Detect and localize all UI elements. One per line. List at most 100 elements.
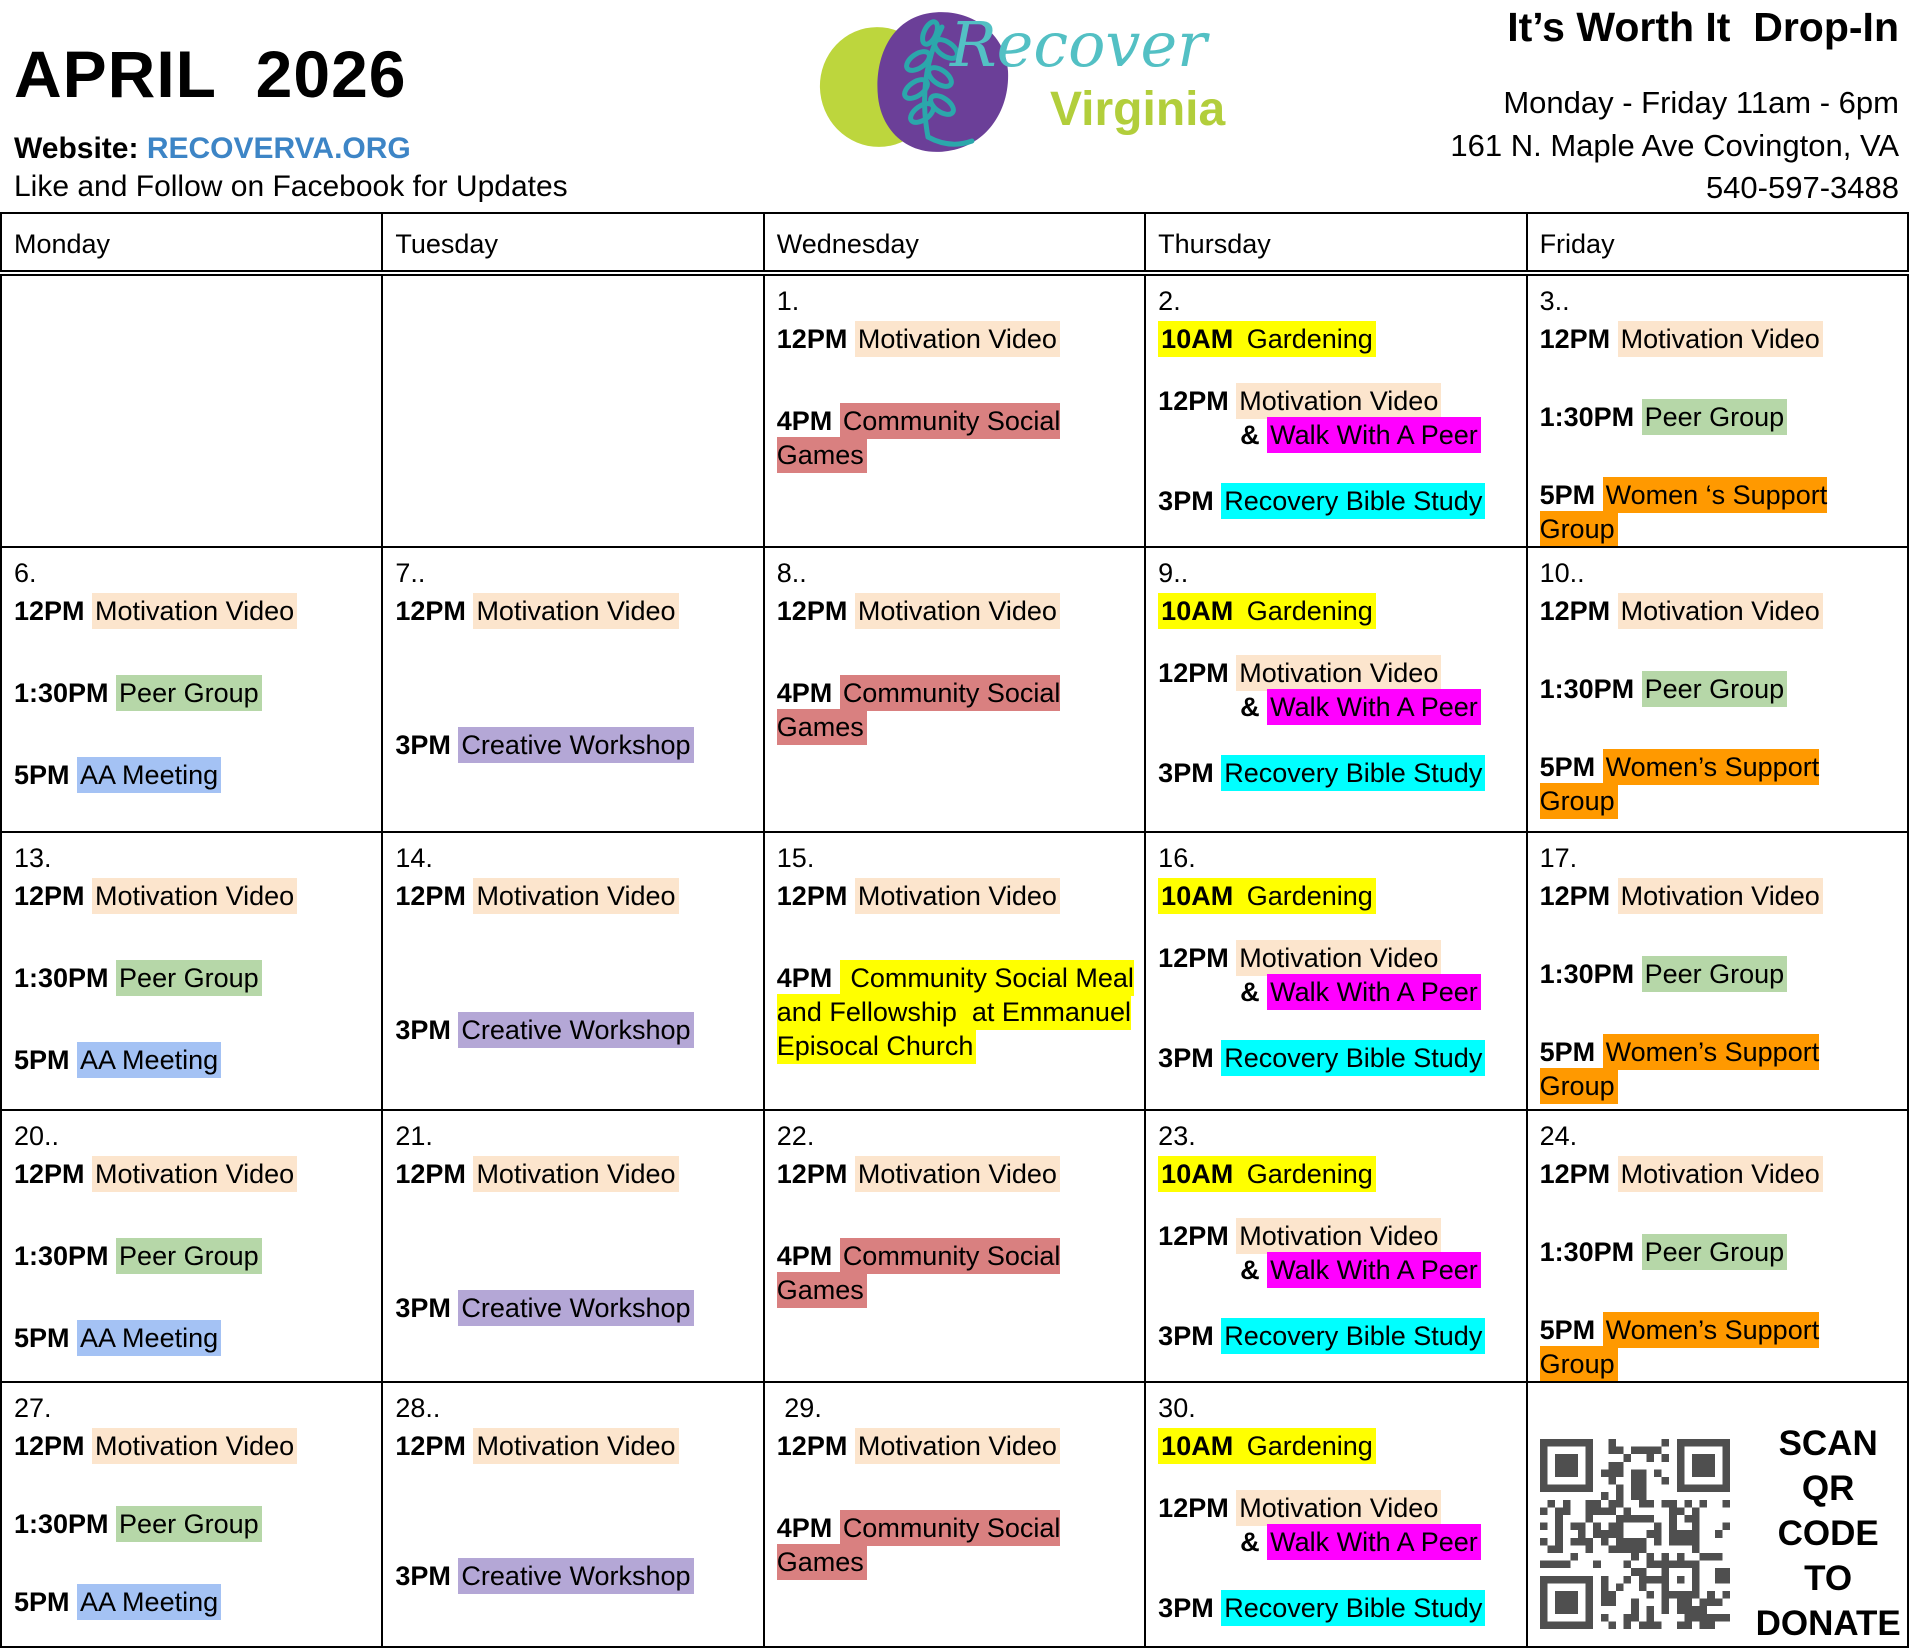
day-number: 10..	[1539, 558, 1585, 588]
event-time: 4PM	[776, 678, 840, 708]
event-line: 12PM Motivation Video	[395, 1156, 756, 1192]
calendar-event: 3PM Creative Workshop	[395, 1012, 756, 1048]
event-highlight: Motivation Video	[854, 1428, 1060, 1464]
day-header-monday: Monday	[0, 212, 384, 276]
day-number: 7..	[395, 558, 426, 588]
website-link[interactable]: RECOVERVA.ORG	[146, 132, 411, 165]
event-highlight: 10AM	[1158, 593, 1237, 629]
logo-word-virginia: Virginia	[1050, 83, 1226, 136]
event-line: 5PM AA Meeting	[14, 1584, 375, 1620]
calendar-event: 12PM Motivation Video	[1539, 1156, 1901, 1192]
event-line: 5PM AA Meeting	[14, 1042, 375, 1078]
event-highlight: Creative Workshop	[458, 1558, 694, 1594]
day-number: 9..	[1158, 558, 1189, 588]
event-line: 4PM Community Social Games	[776, 1238, 1138, 1308]
event-time: 12PM	[776, 881, 855, 911]
calendar-event: 4PM Community Social Meal and Fellowship…	[776, 960, 1138, 1064]
event-highlight: Peer Group	[116, 675, 262, 711]
month-title: APRIL 2026	[14, 37, 407, 111]
event-line: & Walk With A Peer	[1158, 417, 1519, 453]
day-number: 1.	[776, 286, 800, 316]
event-line: 12PM Motivation Video	[1158, 655, 1519, 691]
event-line: 1:30PM Peer Group	[1540, 1234, 1901, 1270]
week-row: 27. 12PM Motivation Video 1:30PM Peer Grou…	[0, 1381, 1909, 1648]
program-title: It’s Worth It Drop-In	[1507, 4, 1899, 50]
calendar-event: 4PM Community Social Games	[776, 403, 1138, 473]
day-cell: 2. 10AM Gardening 12PM Motivation Video & W…	[1144, 272, 1528, 548]
donate-caption-line: QR	[1801, 1469, 1855, 1508]
event-time: 12PM	[1158, 943, 1237, 973]
event-highlight: Peer Group	[1641, 671, 1788, 707]
event-highlight: Motivation Video	[1236, 1218, 1442, 1254]
event-line: 5PM Women’s Support Group	[1539, 1034, 1901, 1104]
calendar-event: 3PM Recovery Bible Study	[1158, 1040, 1519, 1076]
event-time: 5PM	[1539, 1037, 1603, 1067]
event-time: 12PM	[1158, 1221, 1237, 1251]
event-highlight: Motivation Video	[854, 593, 1060, 629]
event-time: 5PM	[14, 1045, 78, 1075]
event-line: 1:30PM Peer Group	[14, 1238, 375, 1274]
event-time: 4PM	[776, 963, 840, 993]
event-line: 12PM Motivation Video	[1158, 940, 1519, 976]
event-line: 3PM Recovery Bible Study	[1158, 755, 1519, 791]
calendar-event: 12PM Motivation Video & Walk With A Peer	[1158, 655, 1519, 725]
event-time: 12PM	[776, 324, 855, 354]
event-highlight: Motivation Video	[92, 593, 298, 629]
event-highlight: Gardening	[1236, 878, 1376, 914]
event-time: 5PM	[1539, 752, 1603, 782]
event-time: 12PM	[1539, 881, 1618, 911]
event-highlight: Motivation Video	[473, 593, 679, 629]
calendar-event: 12PM Motivation Video	[395, 593, 756, 629]
event-line: 1:30PM Peer Group	[14, 960, 375, 996]
event-time: 12PM	[395, 1431, 474, 1461]
event-line: 12PM Motivation Video	[777, 1428, 1138, 1464]
event-highlight: Motivation Video	[1617, 878, 1823, 914]
recover-virginia-logo: Recover Virginia	[810, 0, 1260, 170]
calendar-event: 1:30PM Peer Group	[1540, 1234, 1901, 1270]
event-time: 12PM	[1539, 324, 1618, 354]
event-time: 5PM	[14, 1323, 78, 1353]
day-number: 13.	[14, 843, 52, 873]
event-time: &	[1240, 420, 1268, 450]
event-line: 5PM AA Meeting	[14, 1320, 375, 1356]
calendar-event: 3PM Recovery Bible Study	[1158, 483, 1519, 519]
event-time: 12PM	[1539, 1159, 1618, 1189]
calendar-event: 10AM Gardening	[1158, 593, 1519, 629]
facebook-note: Like and Follow on Facebook for Updates	[14, 170, 568, 203]
day-number: 21.	[395, 1121, 433, 1151]
event-line: 12PM Motivation Video	[777, 593, 1138, 629]
event-line: 1:30PM Peer Group	[14, 675, 375, 711]
event-time: 4PM	[776, 1241, 840, 1271]
event-time: 3PM	[1158, 1043, 1222, 1073]
calendar-event: 1:30PM Peer Group	[14, 675, 375, 711]
event-line: 10AM Gardening	[1158, 321, 1519, 357]
event-line: 10AM Gardening	[1158, 1428, 1519, 1464]
event-line: & Walk With A Peer	[1158, 1524, 1519, 1560]
week-row: 13. 12PM Motivation Video 1:30PM Peer Grou…	[0, 831, 1909, 1111]
program-address: 161 N. Maple Ave Covington, VA	[1450, 128, 1899, 163]
program-phone: 540-597-3488	[1705, 170, 1899, 205]
event-highlight: AA Meeting	[77, 1042, 222, 1078]
event-time: 12PM	[14, 596, 93, 626]
day-cell: 3.. 12PM Motivation Video 1:30PM Peer Grou…	[1525, 272, 1909, 548]
event-line: 5PM AA Meeting	[14, 757, 375, 793]
event-time: 1:30PM	[14, 963, 117, 993]
donate-caption-line: CODE	[1777, 1514, 1879, 1553]
logo-word-recover: Recover	[950, 8, 1207, 81]
day-cell: 22. 12PM Motivation Video 4PM Community So…	[762, 1109, 1147, 1383]
event-line: 3PM Recovery Bible Study	[1158, 1590, 1519, 1626]
day-number: 27.	[14, 1393, 52, 1423]
event-line: 12PM Motivation Video	[395, 878, 756, 914]
event-line: 4PM Community Social Games	[776, 403, 1138, 473]
day-number: 14.	[395, 843, 433, 873]
donate-caption-line: TO	[1804, 1559, 1853, 1598]
event-time: &	[1240, 1527, 1268, 1557]
event-line: & Walk With A Peer	[1158, 1252, 1519, 1288]
day-cell: 6. 12PM Motivation Video 1:30PM Peer Group…	[0, 546, 384, 833]
website-line: Website: RECOVERVA.ORG	[14, 132, 411, 166]
calendar-event: 12PM Motivation Video	[395, 1156, 756, 1192]
header-right: It’s Worth It Drop-In Monday - Friday 11…	[1450, 4, 1899, 206]
week-row: 1. 12PM Motivation Video 4PM Community Soc…	[0, 272, 1909, 548]
event-line: 12PM Motivation Video	[1158, 383, 1519, 419]
calendar-event: 12PM Motivation Video	[777, 1428, 1138, 1464]
